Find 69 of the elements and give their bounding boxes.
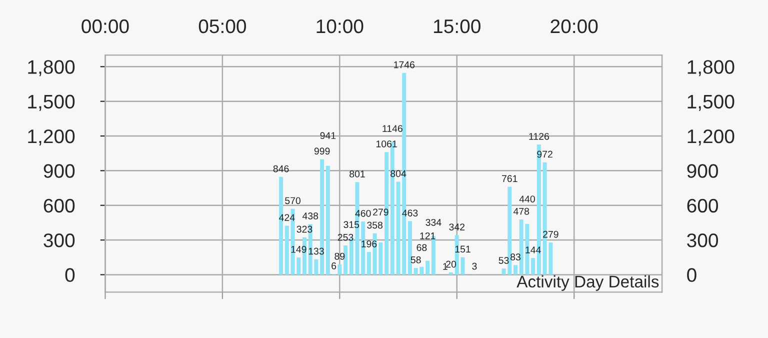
y-tick-label: 1,800 (28, 60, 75, 76)
annotation: Activity Day Details (516, 275, 659, 291)
data-label: 20 (446, 260, 456, 268)
data-label: 3 (472, 262, 477, 270)
data-label: 1146 (382, 125, 402, 132)
data-label: 438 (302, 212, 318, 220)
data-label: 846 (273, 165, 289, 172)
data-label: 1746 (394, 61, 415, 68)
data-label: 1126 (529, 132, 549, 140)
data-label: 999 (314, 148, 330, 155)
data-label: 315 (344, 221, 360, 228)
data-label: 941 (320, 132, 336, 140)
data-label: 358 (367, 222, 383, 229)
bar (344, 245, 348, 275)
data-label: 342 (449, 224, 464, 230)
data-label: 440 (519, 196, 535, 202)
bar (426, 260, 430, 275)
data-label: 424 (279, 214, 295, 221)
data-label: 89 (334, 252, 345, 260)
data-label: 460 (355, 210, 371, 217)
data-label: 83 (510, 254, 520, 260)
data-label: 58 (410, 256, 421, 264)
data-label: 279 (373, 208, 388, 216)
data-label: 151 (455, 246, 470, 253)
y2-tick-label: 600 (687, 198, 718, 213)
data-label: 121 (420, 232, 436, 240)
data-label: 68 (416, 244, 427, 252)
data-label: 570 (285, 197, 300, 204)
x-tick-label: 10:00 (316, 19, 364, 34)
y-tick-label: 0 (65, 268, 75, 282)
y2-tick-label: 0 (687, 268, 696, 282)
data-label: 144 (526, 246, 541, 254)
x-tick-label: 15:00 (434, 19, 480, 34)
y-tick-label: 300 (44, 233, 75, 248)
y2-tick-label: 1,800 (688, 60, 734, 76)
data-label: 804 (390, 170, 406, 178)
data-label: 334 (426, 218, 442, 226)
bar (408, 221, 412, 275)
data-label: 133 (308, 248, 324, 255)
y-tick-label: 1,200 (28, 129, 75, 146)
bar (531, 258, 536, 275)
y2-tick-label: 900 (687, 164, 718, 178)
bar (366, 252, 371, 275)
y-tick-label: 1,500 (28, 94, 75, 111)
y2-tick-label: 1,500 (688, 94, 734, 111)
data-label: 1 (443, 263, 448, 270)
data-label: 972 (537, 150, 552, 158)
bar (326, 166, 330, 275)
data-label: 253 (338, 234, 354, 241)
data-label: 463 (402, 210, 418, 216)
x-tick-label: 00:00 (82, 19, 129, 34)
y-tick-label: 900 (44, 164, 75, 178)
data-label: 478 (513, 208, 530, 215)
data-label: 801 (350, 170, 365, 178)
data-label: 1061 (376, 140, 397, 148)
x-tick-label: 05:00 (198, 19, 246, 34)
bar (284, 226, 289, 275)
data-label: 761 (502, 175, 518, 182)
y2-tick-label: 1,200 (688, 129, 734, 146)
data-label: 196 (362, 240, 377, 248)
data-label: 323 (296, 226, 312, 233)
data-label: 6 (332, 262, 336, 270)
bar (513, 265, 518, 275)
data-label: 149 (291, 246, 306, 253)
y-tick-label: 600 (44, 198, 75, 213)
data-label: 279 (543, 230, 558, 238)
data-label: 53 (498, 256, 509, 264)
y2-tick-label: 300 (687, 233, 718, 248)
x-tick-label: 20:00 (550, 19, 598, 34)
